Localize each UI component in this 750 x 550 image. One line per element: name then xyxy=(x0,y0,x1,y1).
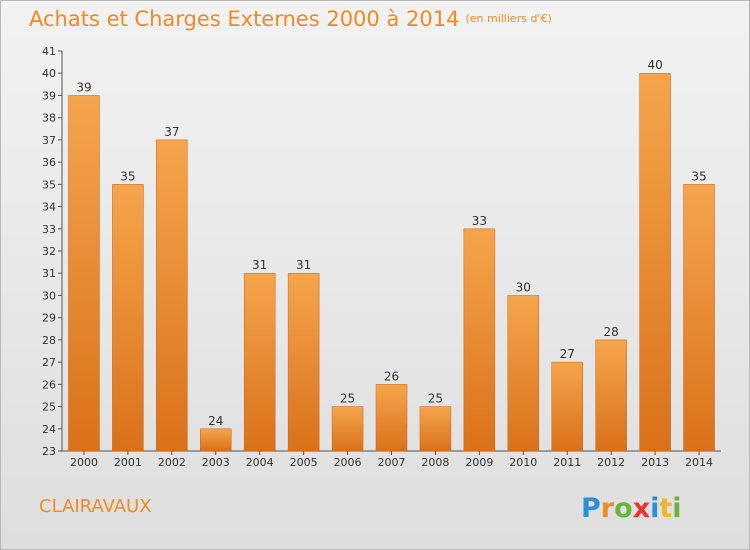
y-tick-label: 31 xyxy=(42,267,56,280)
x-tick-label: 2005 xyxy=(290,456,318,469)
bar-2002 xyxy=(156,139,188,452)
chart-title-text: Achats et Charges Externes 2000 à 2014 xyxy=(29,7,460,31)
bar-2011 xyxy=(551,361,583,452)
x-tick-label: 2000 xyxy=(70,456,98,469)
y-tick-label: 41 xyxy=(42,45,56,58)
y-tick-label: 30 xyxy=(42,289,56,302)
chart-axes: 23 24 25 26 27 28 29 30 31 32 33 34 35 36 37 38 39 40 41 20… xyxy=(42,45,721,469)
bar-value-label-2000: 39 xyxy=(76,80,91,94)
bar-2001 xyxy=(112,184,144,452)
y-tick-label: 38 xyxy=(42,112,56,125)
y-tick-label: 29 xyxy=(42,312,56,325)
bar-2005 xyxy=(287,272,320,452)
y-tick-label: 40 xyxy=(42,67,56,80)
bar-value-label-2006: 25 xyxy=(340,392,355,406)
bar-value-label-2001: 35 xyxy=(120,169,135,183)
x-tick-label: 2001 xyxy=(114,456,142,469)
chart-title: Achats et Charges Externes 2000 à 2014 (e… xyxy=(29,7,552,31)
y-tick-label: 26 xyxy=(42,378,56,391)
bar-2003 xyxy=(200,428,232,452)
bar-value-label-2013: 40 xyxy=(647,58,662,72)
x-tick-label: 2008 xyxy=(421,456,449,469)
x-tick-label: 2012 xyxy=(597,456,625,469)
bar-value-label-2003: 24 xyxy=(208,414,223,428)
x-tick-label: 2003 xyxy=(202,456,230,469)
bar-value-label-2004: 31 xyxy=(252,258,267,272)
bar-value-label-2007: 26 xyxy=(384,369,399,383)
bar-2010 xyxy=(507,295,540,452)
svg-text:Proxiti: Proxiti xyxy=(581,493,682,524)
chart-unit: (en milliers d'€) xyxy=(465,12,552,25)
y-tick-label: 23 xyxy=(42,445,56,458)
bar-2006 xyxy=(331,406,364,452)
x-tick-label: 2009 xyxy=(465,456,493,469)
x-tick-label: 2006 xyxy=(334,456,362,469)
y-tick-label: 28 xyxy=(42,334,56,347)
y-tick-label: 27 xyxy=(42,356,56,369)
x-tick-label: 2013 xyxy=(641,456,669,469)
bar-2000 xyxy=(68,95,100,452)
y-tick-label: 39 xyxy=(42,89,56,102)
y-tick-label: 33 xyxy=(42,223,56,236)
y-tick-label: 24 xyxy=(42,423,56,436)
y-tick-label: 32 xyxy=(42,245,56,258)
x-tick-label: 2007 xyxy=(378,456,406,469)
bar-value-label-2008: 25 xyxy=(428,392,443,406)
town-name: CLAIRAVAUX xyxy=(39,496,152,517)
x-tick-label: 2010 xyxy=(509,456,537,469)
x-tick-label: 2014 xyxy=(685,456,713,469)
bar-2012 xyxy=(595,339,627,452)
bar-2004 xyxy=(243,272,276,452)
bar-value-label-2002: 37 xyxy=(164,125,179,139)
bar-2009 xyxy=(463,228,496,452)
bar-2008 xyxy=(419,406,452,452)
y-tick-label: 25 xyxy=(42,401,56,414)
bar-value-label-2014: 35 xyxy=(691,169,706,183)
bar-value-label-2012: 28 xyxy=(604,325,619,339)
y-tick-label: 34 xyxy=(42,201,56,214)
bar-2007 xyxy=(375,384,408,452)
proxiti-logo: Proxiti xyxy=(581,493,682,524)
chart-bars xyxy=(68,72,715,452)
y-tick-label: 35 xyxy=(42,178,56,191)
x-tick-label: 2011 xyxy=(553,456,581,469)
bar-value-label-2005: 31 xyxy=(296,258,311,272)
bar-value-label-2011: 27 xyxy=(560,347,575,361)
x-tick-label: 2004 xyxy=(246,456,274,469)
chart-value-labels: 39 35 37 24 31 31 25 26 25 33 30 27 28 40 35 xyxy=(76,58,706,428)
y-tick-label: 37 xyxy=(42,134,56,147)
x-tick-label: 2002 xyxy=(158,456,186,469)
bar-value-label-2009: 33 xyxy=(472,214,487,228)
y-tick-label: 36 xyxy=(42,156,56,169)
bar-value-label-2010: 30 xyxy=(516,280,531,294)
bar-2013 xyxy=(639,72,671,452)
bar-2014 xyxy=(683,184,715,452)
